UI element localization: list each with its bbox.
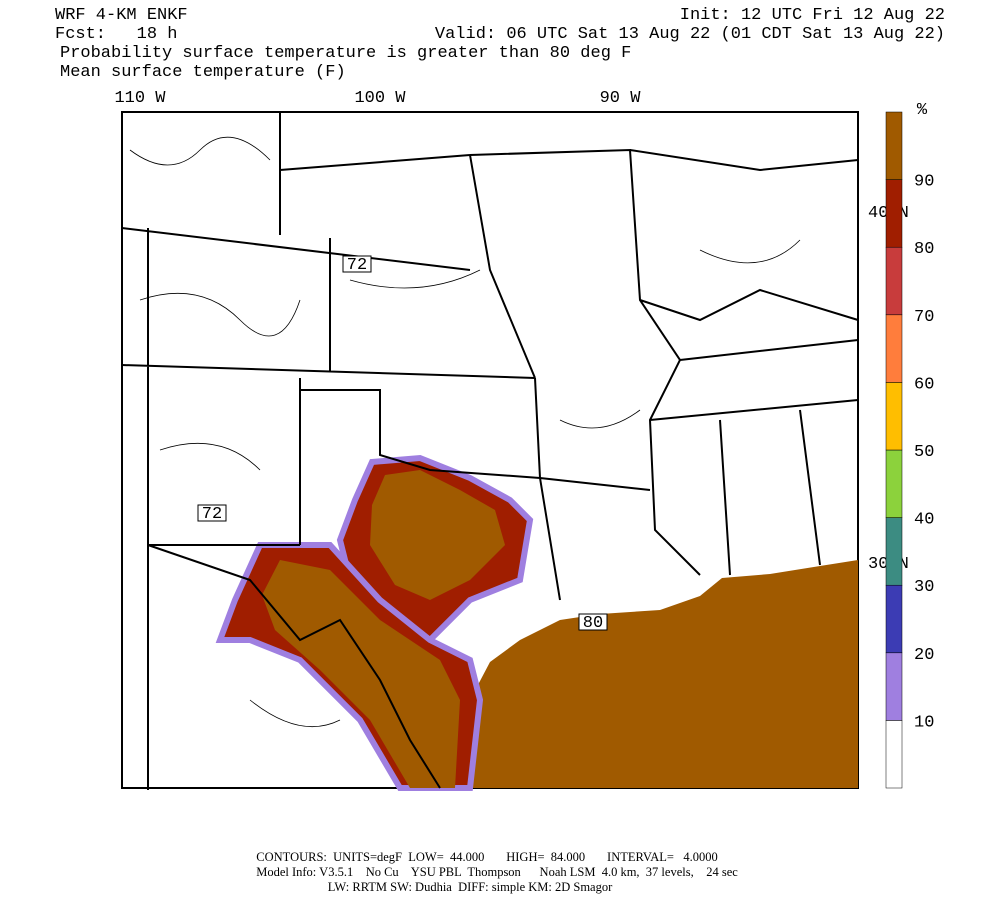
colorbar-bin (885, 652, 903, 721)
field-title: Probability surface temperature is great… (60, 44, 631, 63)
probability-area (262, 560, 460, 788)
colorbar-label: 70 (914, 308, 934, 327)
contour-label-box (578, 613, 608, 631)
colorbar-label: 80 (914, 240, 934, 259)
colorbar-bin (885, 179, 903, 248)
longitude-label: 100 W (354, 89, 406, 108)
colorbar-label: 20 (914, 646, 934, 665)
footer-text: LW: RRTM SW: Dudhia DIFF: simple KM: 2D … (328, 880, 613, 894)
valid-time: Valid: 06 UTC Sat 13 Aug 22 (01 CDT Sat … (435, 25, 945, 44)
footer-text: CONTOURS: UNITS=degF LOW= 44.000 HIGH= 8… (256, 850, 717, 864)
colorbar-bin (885, 314, 903, 383)
contour-label-box (197, 504, 227, 522)
colorbar-bin (885, 584, 903, 654)
colorbar-bin (885, 111, 903, 180)
colorbar-label: 30 (914, 578, 934, 597)
footer-text: Model Info: V3.5.1 No Cu YSU PBL Thompso… (256, 865, 738, 879)
model-title: WRF 4-KM ENKF (55, 6, 188, 25)
forecast-hour: Fcst: 18 h (55, 25, 177, 44)
longitude-label: 90 W (600, 89, 642, 108)
contour-label: 72 (202, 505, 222, 524)
contour-label: 80 (583, 614, 603, 633)
map: 72 72 80 (121, 111, 859, 791)
probability-area (462, 560, 858, 788)
colorbar-bin (885, 246, 903, 316)
contour-label-box (342, 255, 372, 273)
field-title: Mean surface temperature (F) (60, 63, 346, 82)
colorbar-label: 40 (914, 511, 934, 530)
colorbar: % 10 20 30 40 50 60 70 80 90 (885, 101, 934, 789)
probability-area (370, 470, 505, 600)
colorbar-label: 50 (914, 443, 934, 462)
contour-label: 72 (347, 256, 367, 275)
colorbar-bin (885, 382, 903, 451)
colorbar-bin (885, 720, 903, 789)
colorbar-label: 10 (914, 713, 934, 732)
colorbar-label: 90 (914, 173, 934, 192)
longitude-label: 110 W (114, 89, 166, 108)
colorbar-unit: % (917, 101, 928, 120)
colorbar-bin (885, 517, 903, 586)
colorbar-label: 60 (914, 375, 934, 394)
colorbar-bin (885, 449, 903, 518)
init-time: Init: 12 UTC Fri 12 Aug 22 (680, 6, 945, 25)
